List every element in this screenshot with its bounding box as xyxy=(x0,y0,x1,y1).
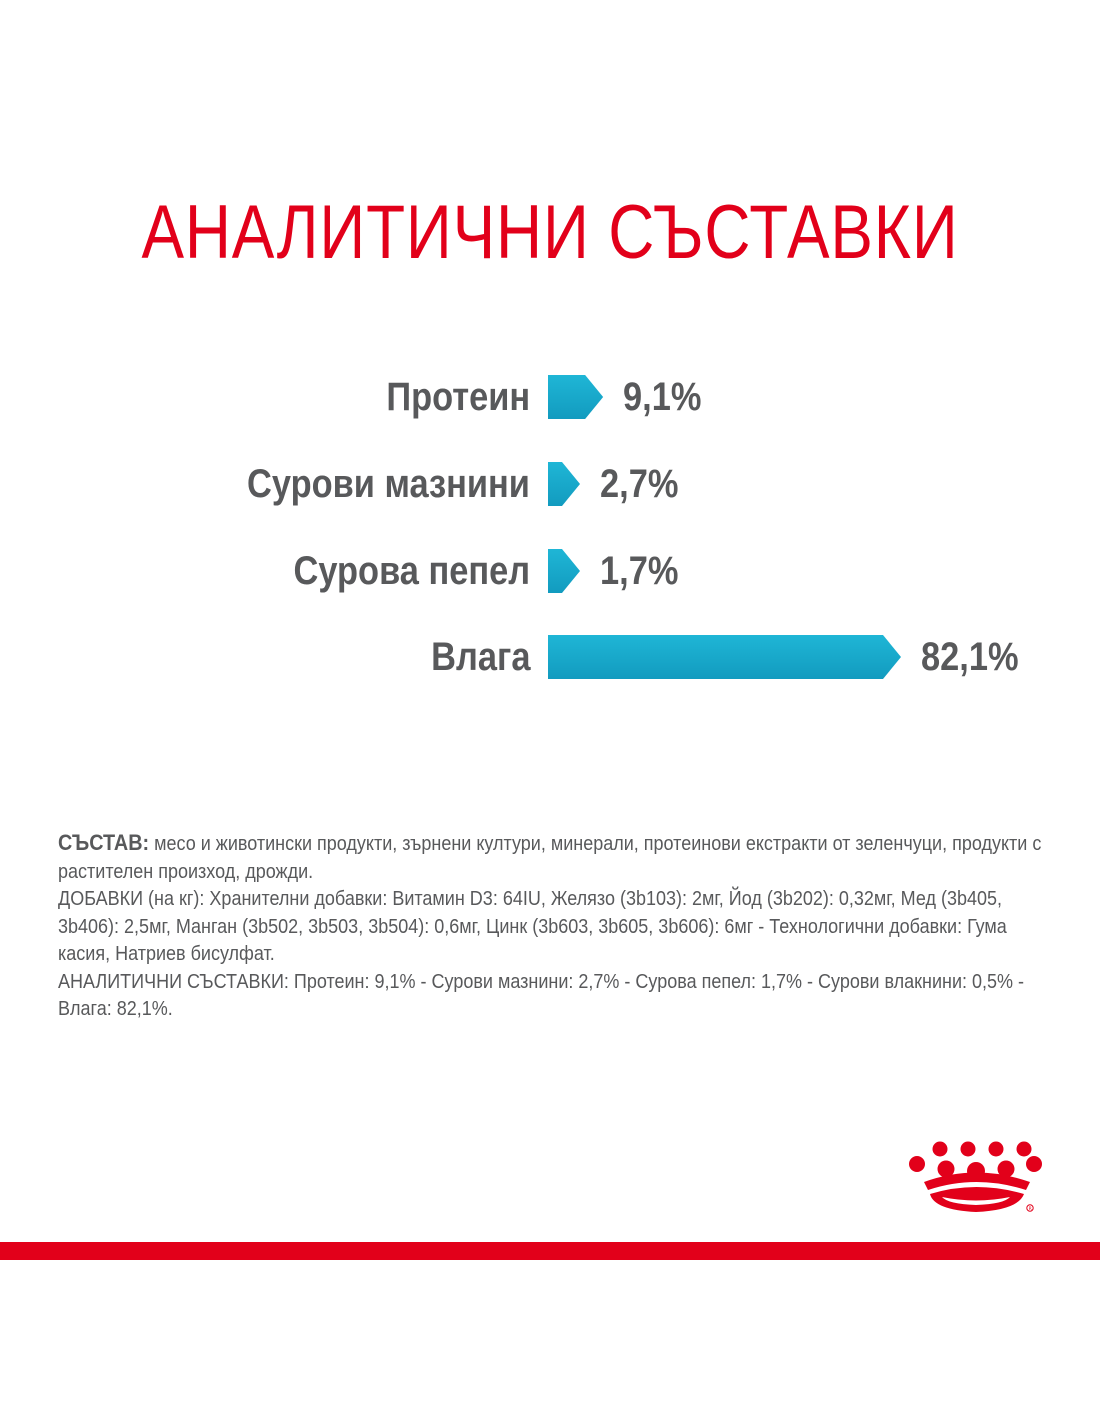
composition-analytical: АНАЛИТИЧНИ СЪСТАВКИ: Протеин: 9,1% - Сур… xyxy=(58,970,1025,1021)
value-label: 2,7% xyxy=(600,462,679,506)
category-label: Сурова пепел xyxy=(293,549,530,593)
category-label: Сурови мазнини xyxy=(247,462,530,506)
value-label: 82,1% xyxy=(921,635,1019,679)
category-label: Протеин xyxy=(386,375,530,419)
bar xyxy=(548,375,604,419)
bar-chart: Протеин 9,1% Сурови мазнини 2,7% Сурова пепе… xyxy=(0,360,1100,700)
royal-canin-crown-icon: R xyxy=(909,1141,1042,1212)
bar-mark-1 xyxy=(548,462,580,506)
bar-row: Протеин 9,1% xyxy=(0,372,1100,422)
bar xyxy=(548,635,901,679)
bar-row: Сурови мазнини 2,7% xyxy=(0,459,1100,509)
composition-block: СЪСТАВ: месо и животински продукти, зърн… xyxy=(58,829,1057,1024)
composition-additives: ДОБАВКИ (на кг): Хранителни добавки: Вит… xyxy=(58,888,1007,965)
bar xyxy=(548,462,580,506)
value-label: 1,7% xyxy=(600,549,679,593)
bar-row: Сурова пепел 1,7% xyxy=(0,546,1100,596)
category-label: Влага xyxy=(430,635,530,679)
chart-title: АНАЛИТИЧНИ СЪСТАВКИ xyxy=(141,190,959,275)
composition-paragraph: СЪСТАВ: месо и животински продукти, зърн… xyxy=(58,829,1057,886)
bar-mark-3 xyxy=(548,635,901,679)
svg-text:R: R xyxy=(1029,1206,1032,1212)
bar-mark-0 xyxy=(548,375,604,419)
brand-red-band xyxy=(0,1242,1100,1260)
composition-heading: СЪСТАВ: xyxy=(58,830,150,855)
bar-mark-2 xyxy=(548,549,580,593)
composition-ingredients: месо и животински продукти, зърнени култ… xyxy=(58,833,1042,883)
bar xyxy=(548,549,580,593)
value-label: 9,1% xyxy=(623,375,702,419)
bar-row: Влага 82,1% xyxy=(0,632,1100,682)
